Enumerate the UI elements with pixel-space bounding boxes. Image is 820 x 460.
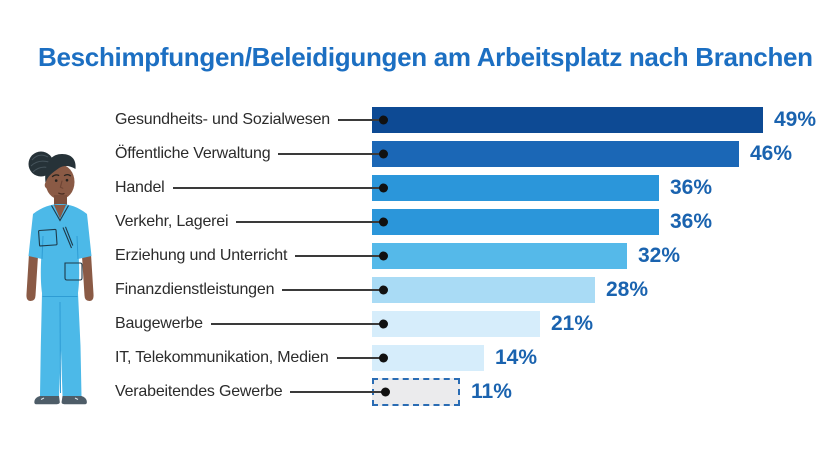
chart-row: Verkehr, Lagerei 36% <box>115 205 816 239</box>
value-label: 32% <box>638 244 681 267</box>
scrub-top <box>28 204 92 293</box>
connector-stub <box>370 255 383 257</box>
connector-stub <box>370 221 383 223</box>
category-label: Gesundheits- und Sozialwesen <box>115 111 330 128</box>
bar-dot <box>379 353 388 363</box>
category-label-wrap: Verabeitendes Gewerbe <box>115 383 372 401</box>
value-label: 11% <box>471 380 512 403</box>
bar-area: 36% <box>370 209 713 235</box>
value-label: 46% <box>750 142 793 165</box>
connector-line <box>172 187 372 189</box>
category-label-wrap: Öffentliche Verwaltung <box>115 145 372 163</box>
bar <box>370 107 763 133</box>
chart-row: Handel 36% <box>115 171 816 205</box>
category-label-wrap: Gesundheits- und Sozialwesen <box>115 111 372 129</box>
bar-area: 14% <box>370 345 538 371</box>
chart-row: Erziehung und Unterricht 32% <box>115 239 816 273</box>
bar-area: 46% <box>370 141 793 167</box>
nurse-illustration <box>26 151 94 405</box>
arms <box>26 254 94 301</box>
chart-title: Beschimpfungen/Beleidigungen am Arbeitsp… <box>38 42 813 72</box>
value-label: 28% <box>606 278 649 301</box>
category-label: Baugewerbe <box>115 315 203 332</box>
bar-dot <box>379 217 388 227</box>
chart-row: Gesundheits- und Sozialwesen 49% <box>115 103 816 137</box>
connector-line <box>236 221 372 223</box>
bar-dot <box>379 115 388 125</box>
value-label: 14% <box>495 346 538 369</box>
category-label-wrap: IT, Telekommunikation, Medien <box>115 349 372 367</box>
category-label-wrap: Handel <box>115 179 372 197</box>
value-label: 49% <box>774 108 817 131</box>
bar-dot <box>381 387 390 397</box>
bar <box>370 277 595 303</box>
bar <box>372 378 460 406</box>
shoes <box>34 396 87 405</box>
connector-line <box>336 357 372 359</box>
bar <box>370 243 627 269</box>
bar <box>370 141 739 167</box>
category-label-wrap: Erziehung und Unterricht <box>115 247 372 265</box>
category-label: Handel <box>115 179 165 196</box>
bar-dot <box>379 183 388 193</box>
connector-stub <box>370 153 383 155</box>
bar-dot <box>379 285 388 295</box>
category-label: Öffentliche Verwaltung <box>115 145 271 162</box>
connector-line <box>210 323 372 325</box>
connector-stub <box>370 119 383 121</box>
bar-dot <box>379 251 388 261</box>
bar-area: 28% <box>370 277 649 303</box>
bar-area: 32% <box>370 243 681 269</box>
face <box>44 154 76 200</box>
bar-area: 36% <box>370 175 713 201</box>
connector-stub <box>370 289 383 291</box>
connector-stub <box>370 357 383 359</box>
connector-line <box>282 289 372 291</box>
bar <box>370 209 659 235</box>
category-label: IT, Telekommunikation, Medien <box>115 349 329 366</box>
neck <box>54 195 67 206</box>
category-label: Verkehr, Lagerei <box>115 213 229 230</box>
bar <box>370 311 540 337</box>
value-label: 21% <box>551 312 594 335</box>
bar-area: 11% <box>372 378 512 406</box>
bar-dot <box>379 319 388 329</box>
bar-dot <box>379 149 388 159</box>
bar-chart: Gesundheits- und Sozialwesen 49% Öffentlic… <box>115 103 816 409</box>
category-label-wrap: Baugewerbe <box>115 315 372 333</box>
bar-area: 49% <box>370 107 817 133</box>
pants <box>40 293 82 396</box>
bar-area: 21% <box>370 311 594 337</box>
category-label: Finanzdienstleistungen <box>115 281 275 298</box>
chart-row: Verabeitendes Gewerbe 11% <box>115 375 816 409</box>
connector-line <box>337 119 372 121</box>
connector-line <box>290 391 372 393</box>
category-label: Erziehung und Unterricht <box>115 247 288 264</box>
category-label-wrap: Finanzdienstleistungen <box>115 281 372 299</box>
chart-row: Baugewerbe 21% <box>115 307 816 341</box>
connector-line <box>278 153 372 155</box>
bar <box>370 345 484 371</box>
category-label: Verabeitendes Gewerbe <box>115 383 283 400</box>
connector-stub <box>370 323 383 325</box>
value-label: 36% <box>670 176 713 199</box>
value-label: 36% <box>670 210 713 233</box>
bar <box>370 175 659 201</box>
connector-stub <box>370 187 383 189</box>
connector-stub <box>372 391 385 393</box>
connector-line <box>295 255 372 257</box>
chart-row: IT, Telekommunikation, Medien 14% <box>115 341 816 375</box>
category-label-wrap: Verkehr, Lagerei <box>115 213 372 231</box>
chart-row: Öffentliche Verwaltung 46% <box>115 137 816 171</box>
chart-row: Finanzdienstleistungen 28% <box>115 273 816 307</box>
